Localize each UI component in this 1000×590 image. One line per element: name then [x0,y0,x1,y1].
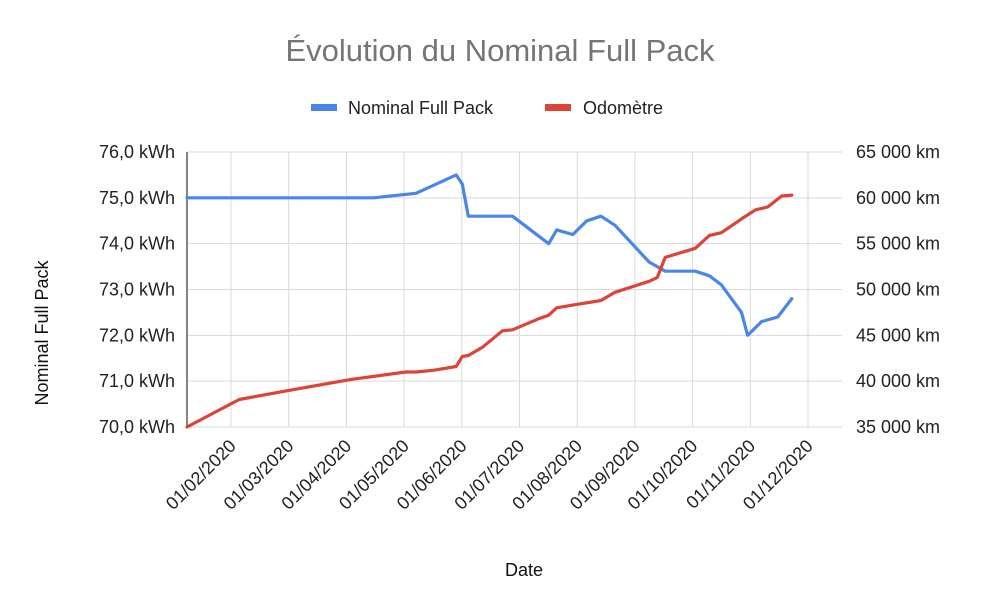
series-layer [185,173,794,429]
y-left-tick-label: 70,0 kWh [99,417,175,437]
left-axis-ticks: 70,0 kWh 71,0 kWh 72,0 kWh 73,0 kWh 74,0 kWh… [99,142,175,437]
y-right-tick-label: 35 000 km [856,417,940,437]
y-axis-label: Nominal Full Pack [32,259,52,405]
y-right-tick-label: 40 000 km [856,371,940,391]
y-left-tick-label: 74,0 kWh [99,234,175,254]
legend-swatch-nominal [311,104,337,111]
right-axis-ticks: 35 000 km 40 000 km 45 000 km 50 000 km 55 0… [856,142,940,437]
legend-label-odometre: Odomètre [583,98,663,118]
y-right-tick-label: 55 000 km [856,234,940,254]
chart-title: Évolution du Nominal Full Pack [285,33,715,68]
x-axis-label: Date [505,560,543,580]
y-left-tick-label: 72,0 kWh [99,325,175,345]
y-left-tick-label: 71,0 kWh [99,371,175,391]
legend: Nominal Full Pack Odomètre [311,98,663,118]
y-right-tick-label: 45 000 km [856,325,940,345]
series-line-odometre [185,193,794,429]
x-axis-ticks: 01/02/202001/03/202001/04/202001/05/2020… [162,436,817,514]
legend-swatch-odometre [545,104,571,111]
gridlines [186,151,842,428]
series-line-nominal-full-pack [185,173,794,337]
y-left-tick-label: 75,0 kWh [99,188,175,208]
y-right-tick-label: 50 000 km [856,280,940,300]
y-right-tick-label: 60 000 km [856,188,940,208]
y-left-tick-label: 76,0 kWh [99,142,175,162]
y-left-tick-label: 73,0 kWh [99,280,175,300]
y-right-tick-label: 65 000 km [856,142,940,162]
legend-label-nominal: Nominal Full Pack [348,98,494,118]
